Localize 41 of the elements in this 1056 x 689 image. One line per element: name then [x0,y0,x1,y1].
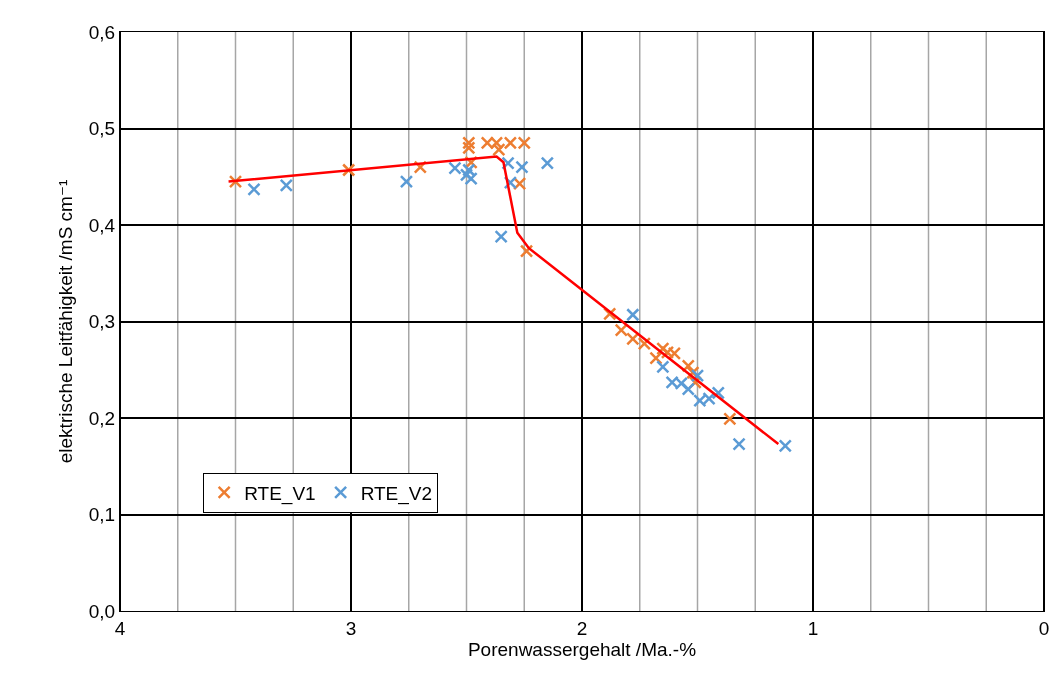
y-tick-label: 0,5 [88,118,116,140]
x-axis-title: Porenwassergehalt /Ma.-% [467,638,697,660]
point [462,141,476,155]
point [540,156,555,170]
point [656,360,670,374]
legend-label: RTE_V1 [244,482,316,505]
x-tick-label: 0 [1038,617,1050,639]
point [399,174,414,189]
y-tick-label: 0,0 [88,600,116,622]
point [656,341,670,356]
point [464,171,478,186]
point [492,142,506,157]
point [711,386,726,400]
line-series [227,155,780,446]
point [494,229,508,244]
point [626,308,640,322]
point [690,368,705,383]
point [732,437,746,451]
point [681,382,696,396]
y-tick-label: 0,3 [88,311,116,333]
legend-label: RTE_V2 [360,482,433,505]
point [723,412,737,426]
y-tick-label: 0,6 [88,21,116,43]
point [626,332,640,346]
point [778,439,793,453]
point [649,351,663,365]
point [501,156,515,170]
x-tick-label: 3 [345,617,357,639]
point [279,178,294,193]
x-tick-label: 1 [807,617,819,639]
y-tick-label: 0,2 [88,407,116,429]
point [459,168,474,182]
point [515,160,529,174]
point [247,182,261,197]
y-tick-label: 0,4 [88,214,116,236]
x-tick-label: 2 [576,617,588,639]
y-tick-label: 0,1 [88,504,116,526]
x-tick-label: 4 [114,617,126,639]
y-axis-title: elektrische Leitfähigkeit /mS cm⁻¹ [55,179,76,464]
point [462,136,476,150]
point [519,244,534,258]
